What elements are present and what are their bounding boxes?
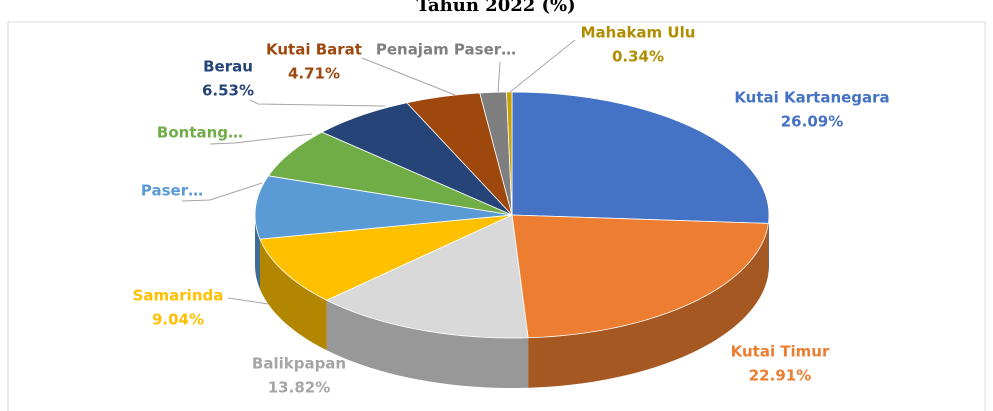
pie-slice	[254, 175, 513, 240]
pie-slice	[267, 131, 513, 216]
data-label-name: Mahakam Ulu	[581, 24, 696, 42]
data-label-name: Penajam Paser…	[376, 41, 516, 59]
data-label-name: Bontang…	[157, 124, 243, 142]
data-label-name: Samarinda	[133, 287, 224, 305]
pie-slice	[325, 214, 529, 339]
leader-line	[227, 297, 269, 305]
data-label-value: 13.82%	[268, 379, 330, 397]
data-label-name: Paser…	[141, 182, 203, 200]
data-label-value: 0.34%	[612, 48, 664, 66]
pie-slice	[259, 214, 513, 301]
pie-slice	[511, 214, 769, 339]
leader-line	[497, 61, 501, 93]
leader-line	[181, 182, 263, 202]
leader-line	[509, 39, 576, 93]
pie-slice	[511, 91, 770, 224]
pie-slice-side	[528, 223, 769, 388]
pie-slice-side	[259, 239, 327, 351]
data-label-name: Balikpapan	[252, 355, 346, 373]
pie-slice	[479, 91, 513, 216]
leader-line	[249, 99, 386, 107]
data-label-name: Berau	[203, 58, 253, 76]
data-label-value: 4.71%	[288, 65, 340, 83]
pie-slice	[406, 92, 513, 216]
pie-slice-side	[255, 215, 260, 290]
pie-slice-side	[326, 300, 529, 388]
data-label-value: 22.91%	[749, 367, 811, 385]
data-label-name: Kutai Kartanegara	[734, 89, 889, 107]
pie-slice	[506, 91, 513, 216]
data-label-value: 6.53%	[202, 82, 254, 100]
data-label-name: Kutai Barat	[266, 41, 362, 59]
pie-slice-side	[768, 215, 769, 274]
leader-line	[209, 133, 313, 145]
data-label-value: 26.09%	[781, 113, 843, 131]
data-label-name: Kutai Timur	[731, 343, 830, 361]
chart-frame	[7, 21, 986, 411]
pie-slice	[321, 102, 513, 216]
chart-title: Tahun 2022 (%)	[416, 0, 575, 16]
leader-line	[361, 57, 456, 96]
data-label-value: 9.04%	[152, 311, 204, 329]
